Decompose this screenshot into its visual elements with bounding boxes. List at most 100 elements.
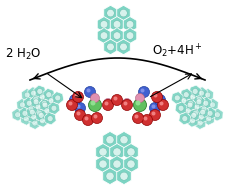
Polygon shape	[110, 143, 124, 160]
Circle shape	[124, 101, 128, 105]
Circle shape	[154, 94, 165, 105]
Circle shape	[99, 148, 107, 156]
Circle shape	[22, 111, 28, 116]
Polygon shape	[22, 89, 33, 101]
Circle shape	[51, 105, 57, 111]
Circle shape	[107, 9, 114, 17]
Polygon shape	[34, 107, 45, 119]
Polygon shape	[180, 88, 192, 101]
Polygon shape	[187, 91, 199, 103]
Circle shape	[74, 102, 86, 114]
Text: O$_2$+4H$^+$: O$_2$+4H$^+$	[152, 42, 203, 60]
Polygon shape	[25, 103, 37, 115]
Polygon shape	[191, 101, 203, 113]
Circle shape	[44, 108, 50, 114]
Circle shape	[111, 94, 122, 105]
Circle shape	[126, 21, 134, 28]
Circle shape	[127, 148, 135, 156]
Polygon shape	[200, 97, 212, 110]
Circle shape	[181, 98, 187, 103]
Circle shape	[32, 120, 38, 126]
Circle shape	[23, 116, 29, 122]
Circle shape	[86, 88, 90, 92]
Circle shape	[113, 21, 121, 28]
Text: 2 H$_2$O: 2 H$_2$O	[5, 47, 41, 62]
Polygon shape	[117, 39, 130, 55]
Circle shape	[206, 116, 212, 122]
Circle shape	[33, 96, 39, 102]
Circle shape	[205, 92, 211, 98]
Polygon shape	[35, 109, 47, 122]
Polygon shape	[204, 107, 216, 120]
Circle shape	[120, 9, 127, 17]
Polygon shape	[124, 156, 138, 172]
Circle shape	[144, 116, 148, 121]
Circle shape	[196, 96, 202, 102]
Circle shape	[196, 99, 202, 105]
Circle shape	[194, 104, 200, 110]
Polygon shape	[104, 5, 117, 21]
Polygon shape	[198, 103, 210, 115]
Circle shape	[85, 87, 95, 98]
Polygon shape	[103, 168, 117, 185]
Circle shape	[185, 108, 191, 114]
Circle shape	[153, 94, 157, 98]
Circle shape	[182, 116, 188, 122]
Circle shape	[74, 94, 78, 98]
Circle shape	[174, 95, 180, 101]
Polygon shape	[212, 108, 223, 121]
Circle shape	[160, 101, 164, 105]
Polygon shape	[207, 98, 218, 111]
Circle shape	[197, 120, 203, 126]
Polygon shape	[123, 28, 137, 43]
Polygon shape	[30, 93, 42, 105]
Circle shape	[141, 88, 145, 92]
Polygon shape	[197, 106, 209, 118]
Circle shape	[199, 90, 204, 96]
Polygon shape	[39, 99, 51, 111]
Circle shape	[89, 98, 102, 112]
Polygon shape	[97, 17, 111, 32]
Polygon shape	[20, 112, 32, 125]
Circle shape	[200, 109, 206, 115]
Polygon shape	[41, 104, 53, 117]
Polygon shape	[196, 87, 207, 99]
Circle shape	[126, 32, 134, 39]
Circle shape	[20, 102, 25, 108]
Polygon shape	[52, 92, 64, 104]
Polygon shape	[123, 17, 137, 32]
Circle shape	[100, 32, 108, 39]
Polygon shape	[110, 156, 124, 172]
Circle shape	[188, 100, 193, 106]
Polygon shape	[190, 107, 201, 119]
Polygon shape	[37, 115, 48, 127]
Circle shape	[191, 112, 197, 118]
Circle shape	[178, 105, 184, 111]
Circle shape	[113, 148, 121, 156]
Circle shape	[152, 91, 162, 102]
Circle shape	[210, 102, 215, 108]
Polygon shape	[193, 95, 205, 108]
Circle shape	[152, 112, 156, 115]
Polygon shape	[196, 111, 207, 123]
Circle shape	[42, 102, 48, 108]
Polygon shape	[19, 107, 31, 120]
Polygon shape	[178, 94, 190, 107]
Circle shape	[203, 100, 209, 106]
Polygon shape	[175, 102, 187, 115]
Polygon shape	[32, 101, 44, 113]
Circle shape	[29, 109, 35, 115]
Polygon shape	[117, 131, 131, 148]
Circle shape	[120, 172, 128, 180]
Circle shape	[70, 94, 81, 105]
Circle shape	[26, 100, 32, 106]
Circle shape	[157, 97, 161, 101]
Polygon shape	[189, 85, 201, 98]
Polygon shape	[12, 108, 23, 121]
Circle shape	[192, 88, 198, 94]
Polygon shape	[203, 112, 215, 125]
Circle shape	[82, 115, 94, 125]
Circle shape	[183, 92, 189, 98]
Circle shape	[207, 111, 213, 116]
Circle shape	[105, 101, 109, 105]
